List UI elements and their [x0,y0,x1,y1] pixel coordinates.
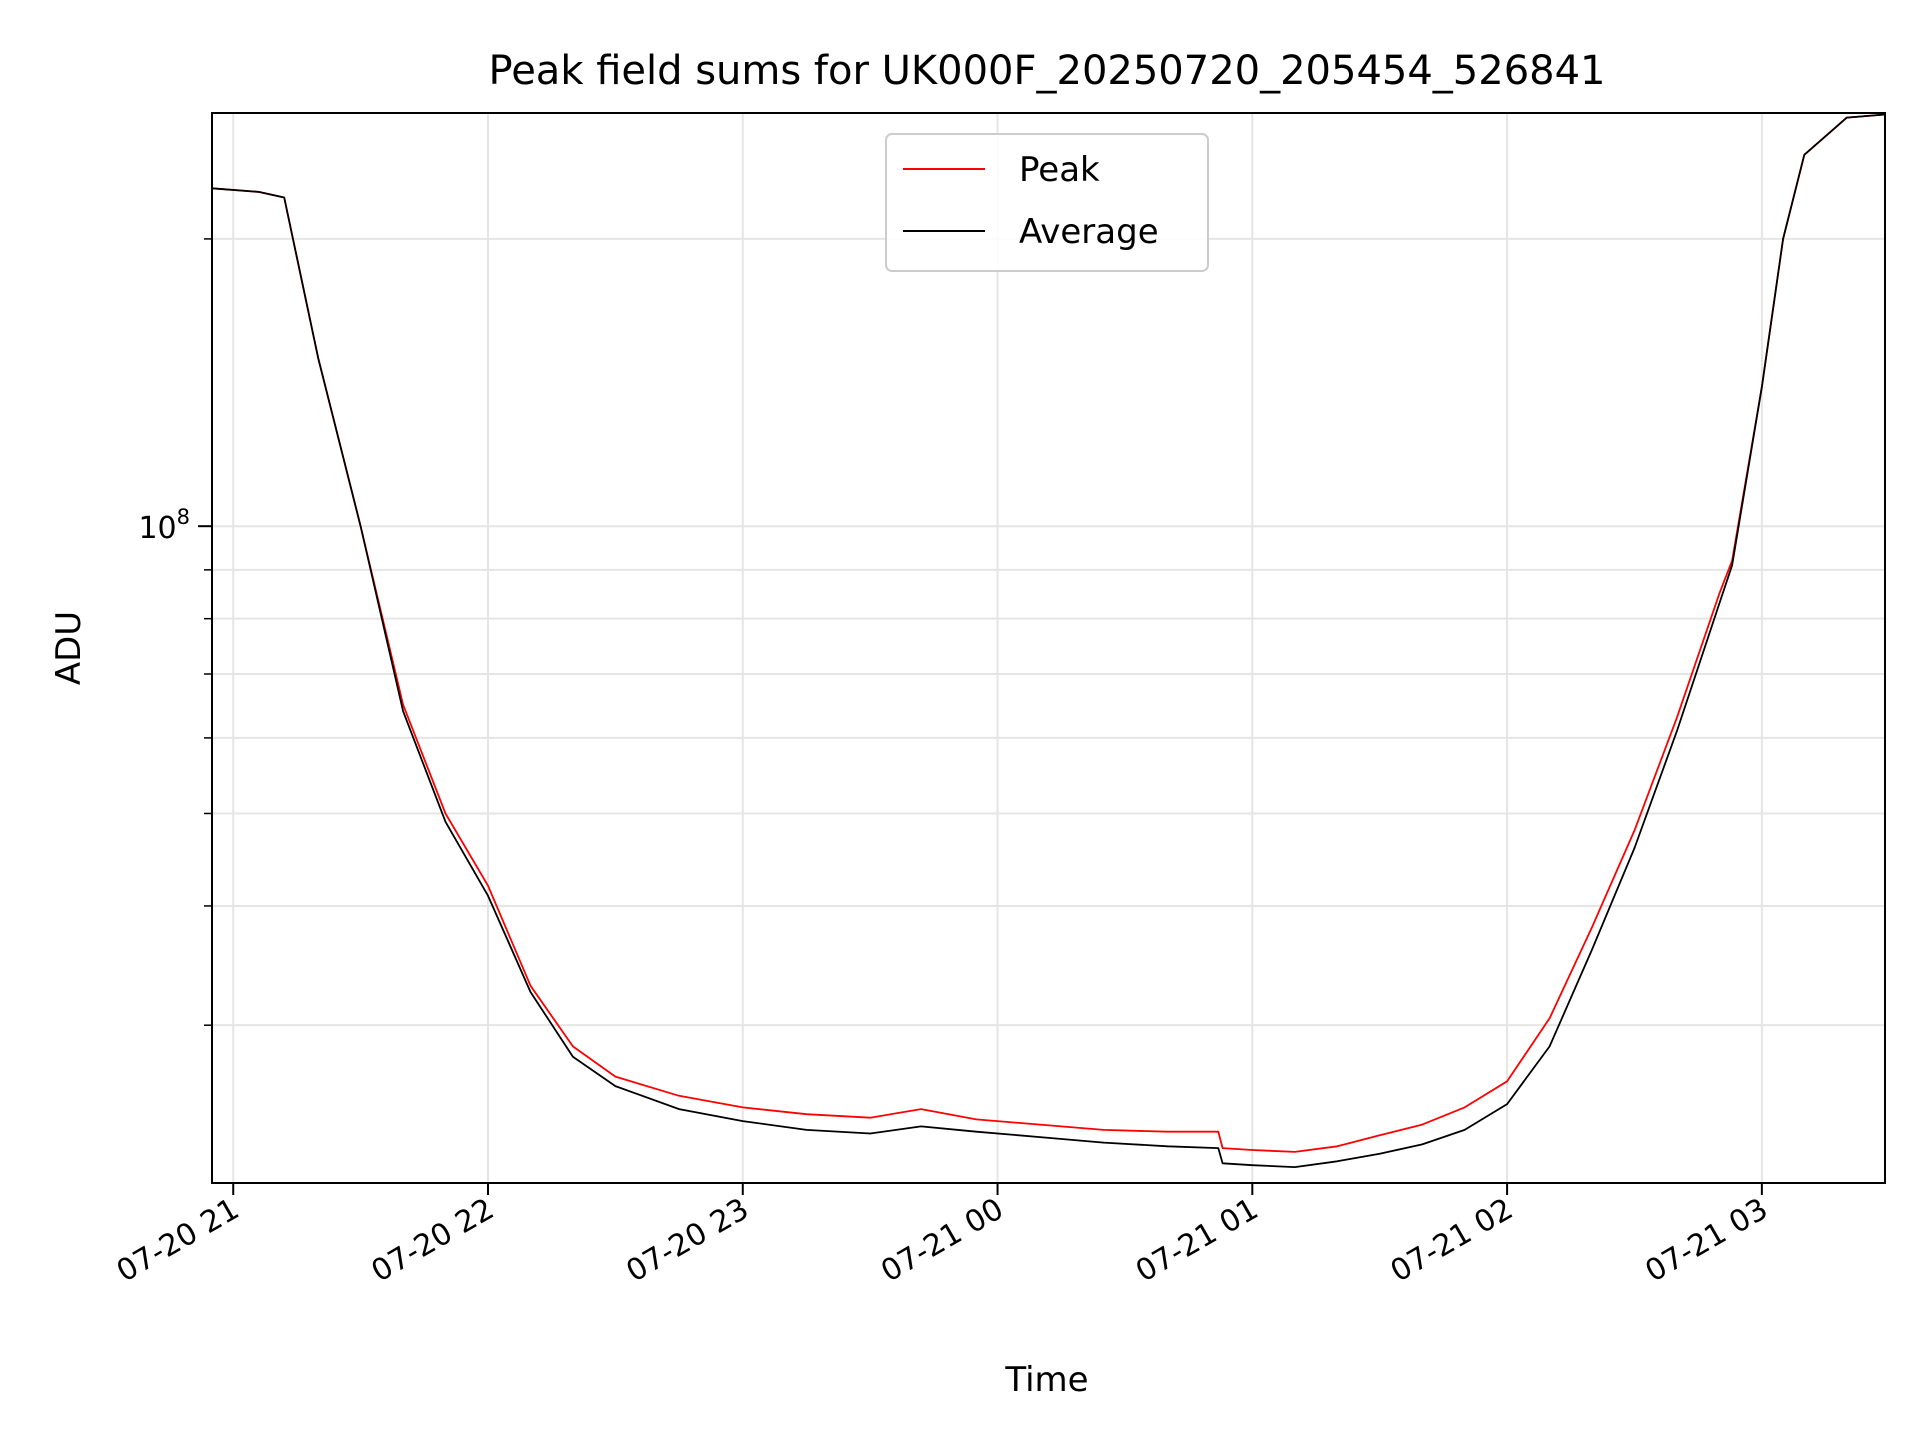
y-axis-ticks: 108 [138,238,212,1026]
plot-area-frame [211,112,1886,1184]
x-axis-label: Time [1004,1360,1088,1400]
legend-label-average: Average [1019,212,1159,252]
series-line-average [211,113,1886,1168]
series-lines [211,113,1886,1168]
chart-title: Peak field sums for UK000F_20250720_2054… [489,48,1606,94]
series-line-peak [211,113,1886,1153]
legend: Peak Average [885,133,1209,272]
legend-label-peak: Peak [1019,150,1100,190]
y-axis-label: ADU [49,611,89,685]
grid [212,113,1885,1183]
y-tick-label: 108 [138,505,190,546]
